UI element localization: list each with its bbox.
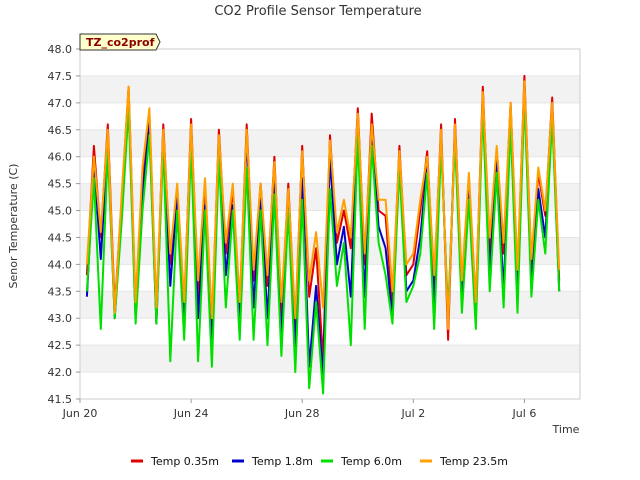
y-tick-label: 42.5 <box>48 339 73 352</box>
y-tick-label: 42.0 <box>48 366 73 379</box>
legend-item-label: Temp 0.35m <box>150 455 219 468</box>
badge-label: TZ_co2prof <box>86 36 155 49</box>
y-tick-label: 46.0 <box>48 151 73 164</box>
legend: Temp 0.35m Temp 1.8m Temp 6.0m Temp 23.5m <box>131 455 508 468</box>
y-tick-label: 44.5 <box>48 231 73 244</box>
y-axis-title: Senor Temperature (C) <box>7 164 20 289</box>
x-axis-title: Time <box>552 423 580 436</box>
grid-band <box>80 345 580 373</box>
y-tick-label: 41.5 <box>48 393 73 406</box>
legend-item-label: Temp 6.0m <box>340 455 402 468</box>
chart-title: CO2 Profile Sensor Temperature <box>214 4 421 19</box>
grid-band <box>80 291 580 319</box>
y-tick-label: 48.0 <box>48 43 73 56</box>
y-tick-label: 43.0 <box>48 312 73 325</box>
station-badge: TZ_co2prof <box>79 33 161 51</box>
series-lines <box>85 74 561 395</box>
y-tick-label: 44.0 <box>48 258 73 271</box>
y-tick-label: 47.5 <box>48 70 73 83</box>
x-axis: Jun 20 Jun 24 Jun 28 Jul 2 Jul 6 <box>62 399 537 420</box>
y-tick-label: 45.5 <box>48 178 73 191</box>
grid-band <box>80 75 580 103</box>
x-tick-label: Jun 20 <box>62 407 98 420</box>
y-tick-label: 47.0 <box>48 97 73 110</box>
legend-item-label: Temp 23.5m <box>439 455 508 468</box>
x-tick-label: Jun 28 <box>284 407 320 420</box>
badge-shape <box>79 33 161 51</box>
x-tick-label: Jun 24 <box>173 407 209 420</box>
y-tick-label: 46.5 <box>48 124 73 137</box>
x-tick-label: Jul 2 <box>400 407 425 420</box>
y-tick-label: 45.0 <box>48 205 73 218</box>
y-axis: 41.5 42.0 42.5 43.0 43.5 44.0 44.5 45.0 45.5 46.0… <box>48 43 80 406</box>
series-line-4 <box>85 80 561 330</box>
plot-frame <box>79 48 581 400</box>
grid-band <box>80 237 580 265</box>
y-tick-label: 43.5 <box>48 285 73 298</box>
legend-item-label: Temp 1.8m <box>251 455 313 468</box>
x-tick-label: Jul 6 <box>512 407 537 420</box>
